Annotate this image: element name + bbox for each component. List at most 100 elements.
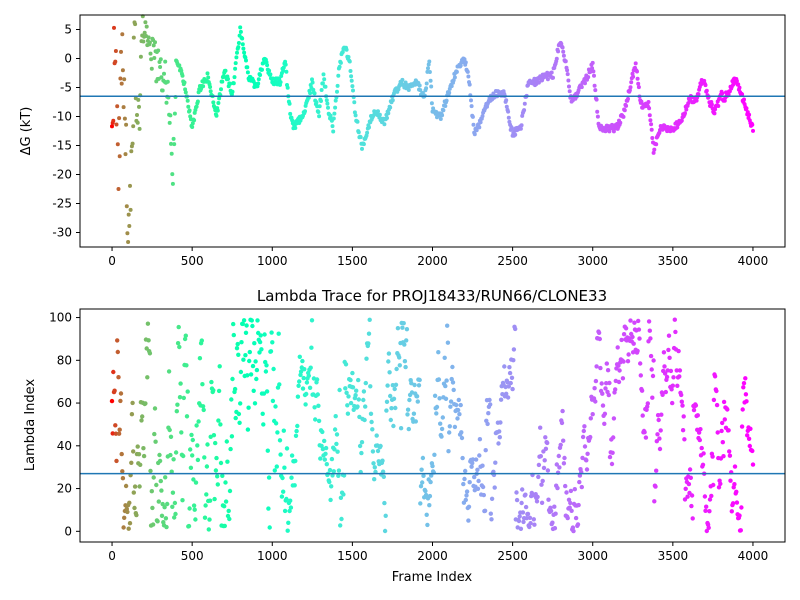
lambda-trace-point [596,330,602,335]
free-energy-point [427,70,432,74]
lambda-trace-point [134,512,139,518]
lambda-trace-point [234,346,240,351]
lambda-trace-title: Lambda Trace for PROJ18433/RUN66/CLONE33 [257,287,607,305]
lambda-trace-point [116,375,121,380]
free-energy-point [119,49,123,54]
lambda-trace-point [375,448,381,454]
free-energy-point [287,101,292,106]
lambda-trace-point [697,437,702,443]
y-tick-label: -15 [52,139,72,153]
lambda-trace-point [315,392,320,397]
lambda-trace-point [538,425,543,430]
lambda-trace-point [236,411,242,417]
x-tick-label: 500 [181,549,204,563]
lambda-trace-point [224,439,229,444]
lambda-trace-point [197,356,203,361]
lambda-trace-point [707,497,713,502]
lambda-trace-point [594,364,599,369]
lambda-trace-point [527,524,532,530]
lambda-trace-point [250,363,256,369]
free-energy-point [115,104,120,109]
free-energy-point [418,88,423,93]
lambda-trace-point [113,423,118,428]
lambda-trace-point [603,386,608,391]
lambda-trace-point [332,447,337,452]
free-energy-point [226,77,230,81]
lambda-trace-point [370,449,376,454]
free-energy-point [440,113,445,118]
lambda-trace-point [418,501,423,506]
lambda-trace-point [680,428,686,433]
lambda-trace-point [548,508,554,514]
lambda-trace-point [388,417,393,423]
free-energy-point [172,142,177,147]
free-energy-point [208,85,213,89]
lambda-trace-point [741,381,747,386]
free-energy-point [683,111,687,116]
free-energy-point [211,100,216,105]
lambda-trace-point [183,333,188,338]
free-energy-point [348,69,353,73]
lambda-trace-point [737,513,742,518]
lambda-trace-point [338,495,344,500]
lambda-trace-point [238,369,244,375]
free-energy-point [431,106,436,111]
free-energy-point [319,99,323,103]
lambda-trace-point [523,504,529,510]
lambda-trace-point [261,391,267,396]
lambda-trace-point [152,431,157,437]
free-energy-point [518,126,523,131]
lambda-trace-point [507,365,512,370]
lambda-trace-point [606,392,611,398]
lambda-trace-point [143,401,148,406]
free-energy-point [137,126,142,131]
lambda-trace-point [695,413,700,418]
lambda-trace-point [298,369,304,374]
lambda-trace-point [561,438,566,443]
lambda-trace-point [689,493,695,498]
free-energy-point [169,151,174,156]
lambda-trace-point [509,375,515,380]
lambda-trace-point [417,377,422,383]
lambda-trace-point [497,435,502,440]
lambda-trace-point [604,381,609,386]
lambda-trace-point [639,388,645,393]
lambda-trace-point [681,414,686,419]
lambda-trace-point [412,382,417,388]
lambda-trace-point [216,388,222,394]
lambda-trace-point [467,480,472,485]
lambda-trace-point [597,336,602,342]
lambda-trace-point [137,484,142,489]
lambda-trace-point [443,396,449,401]
free-energy-point [125,231,130,236]
free-energy-y-ticks: -30 -25 -20 -15 -10 -5 0 5 [52,23,80,240]
lambda-trace-point [335,449,340,454]
lambda-trace-point [123,483,129,489]
free-energy-point [136,97,141,102]
free-energy-point [317,104,322,109]
lambda-trace-point [261,422,266,427]
lambda-trace-point [741,385,746,390]
free-energy-point [325,101,330,106]
free-energy-point [261,61,266,65]
lambda-trace-point [366,331,372,336]
lambda-trace-point [386,351,392,356]
lambda-trace-point [284,446,290,451]
lambda-trace-point [532,522,537,527]
lambda-trace-point [189,432,194,438]
free-energy-point [312,91,317,96]
lambda-trace-point [553,511,558,516]
lambda-trace-point [274,464,279,469]
lambda-trace-point [660,392,665,397]
free-energy-point [447,90,452,95]
free-energy-point [618,120,623,125]
lambda-trace-point [402,359,408,364]
lambda-trace-point [425,522,430,528]
free-energy-point [429,101,434,106]
lambda-trace-point [463,497,468,503]
lambda-trace-point [145,375,150,380]
free-energy-point [285,85,290,90]
lambda-trace-point [312,405,317,410]
lambda-trace-point [252,341,257,346]
lambda-trace-point [180,498,185,503]
